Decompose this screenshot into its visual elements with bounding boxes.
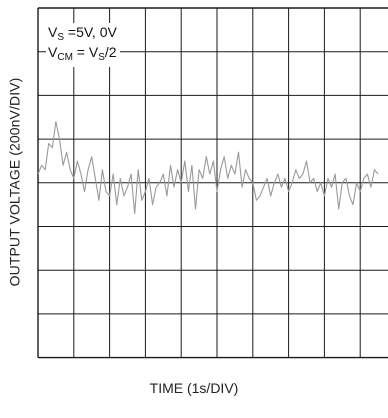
y-axis-label-text: OUTPUT VOLTAGE (200nV/DIV) <box>6 77 23 287</box>
annotation-common-mode: VCM = VS/2 <box>46 43 120 67</box>
y-axis-label: OUTPUT VOLTAGE (200nV/DIV) <box>3 62 25 302</box>
noise-trace <box>37 121 379 214</box>
x-axis-label: TIME (1s/DIV) <box>149 380 239 396</box>
chart-grid <box>37 7 388 359</box>
